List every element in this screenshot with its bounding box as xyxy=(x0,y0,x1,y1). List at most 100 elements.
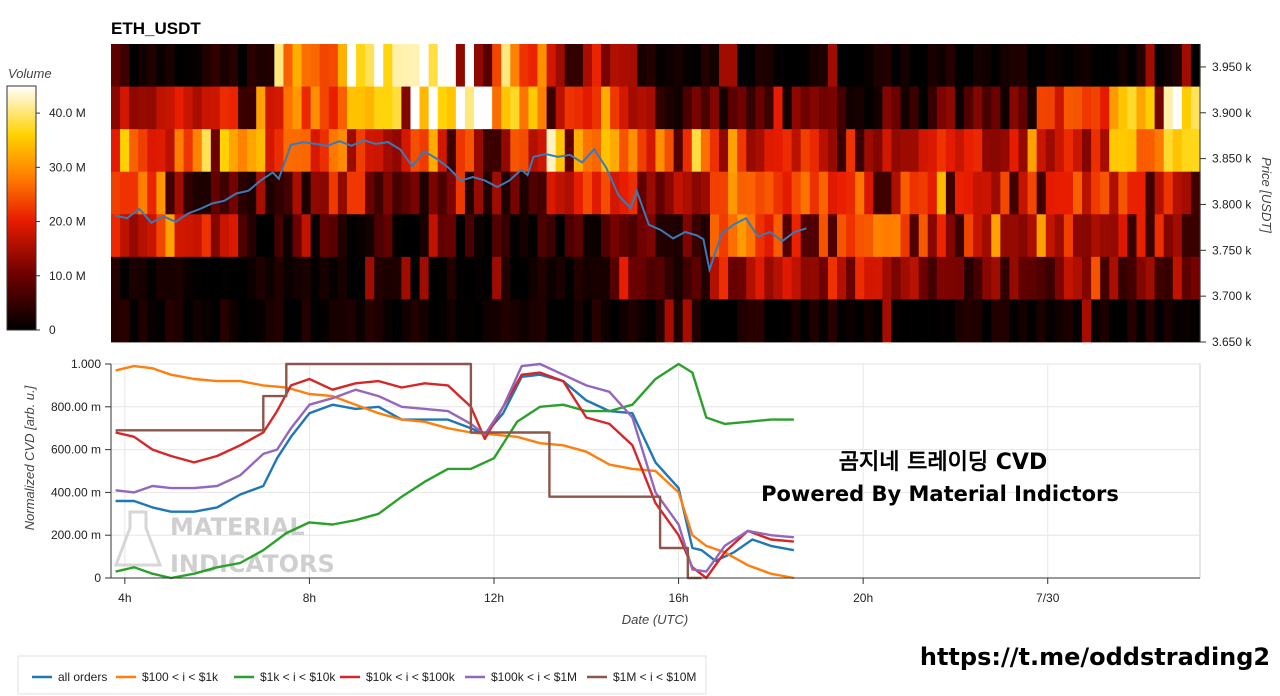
heatmap-cell xyxy=(319,86,330,130)
cvd-tick-label: 600.00 m xyxy=(51,443,101,457)
heatmap-cell xyxy=(292,256,303,300)
heatmap-cell xyxy=(165,299,176,343)
heatmap-cell xyxy=(365,214,375,258)
heatmap-cell xyxy=(591,86,602,130)
heatmap-cell xyxy=(365,44,375,87)
heatmap-cell xyxy=(528,256,539,300)
heatmap-cell xyxy=(909,256,920,300)
heatmap-cell xyxy=(855,129,865,173)
heatmap-cell xyxy=(737,129,747,173)
heatmap-cell xyxy=(165,171,176,215)
price-tick-label: 3.850 k xyxy=(1212,152,1252,166)
heatmap-cell xyxy=(238,44,248,87)
heatmap-cell xyxy=(646,299,657,343)
heatmap-cell xyxy=(746,299,756,343)
heatmap-cell xyxy=(1172,299,1183,343)
heatmap-cell xyxy=(1036,256,1047,300)
heatmap-cell xyxy=(573,214,584,258)
heatmap-cell xyxy=(455,86,466,130)
heatmap-cell xyxy=(591,214,602,258)
heatmap-cell xyxy=(120,299,130,343)
colorbar-tick-label: 10.0 M xyxy=(49,269,86,283)
heatmap-cell xyxy=(192,214,203,258)
heatmap-cell xyxy=(555,256,566,300)
heatmap-cell xyxy=(1172,214,1183,258)
heatmap-cell xyxy=(1000,214,1011,258)
heatmap-cell xyxy=(310,86,321,130)
heatmap-cell xyxy=(410,299,421,343)
heatmap-cell xyxy=(546,129,557,173)
heatmap-cell xyxy=(1009,171,1020,215)
heatmap-cell xyxy=(292,299,303,343)
heatmap-cell xyxy=(709,86,720,130)
heatmap-cell xyxy=(1118,171,1128,215)
heatmap-cell xyxy=(936,171,947,215)
heatmap-cell xyxy=(891,299,902,343)
heatmap-cell xyxy=(219,171,230,215)
heatmap-cell xyxy=(882,256,893,300)
heatmap-cell xyxy=(1009,86,1020,130)
heatmap-cell xyxy=(111,214,121,258)
colorbar-ticks: 40.0 M 30.0 M 20.0 M 10.0 M 0 xyxy=(36,106,86,337)
heatmap-cell xyxy=(528,44,539,87)
heatmap-cell xyxy=(973,129,983,173)
heatmap-cell xyxy=(782,256,793,300)
heatmap-cell xyxy=(864,299,874,343)
heatmap-cell xyxy=(891,214,902,258)
heatmap-cell xyxy=(383,86,393,130)
heatmap-cell xyxy=(1018,299,1029,343)
cvd-series-line-1 xyxy=(115,364,795,580)
heatmap-cell xyxy=(419,86,430,130)
heatmap-cell xyxy=(746,129,756,173)
heatmap-cell xyxy=(664,44,675,87)
heatmap-cell xyxy=(247,171,257,215)
heatmap-cell xyxy=(564,256,575,300)
heatmap-cell xyxy=(637,299,648,343)
heatmap-cell xyxy=(582,256,593,300)
heatmap-cell xyxy=(537,299,548,343)
heatmap-cell xyxy=(410,256,421,300)
heatmap-cell xyxy=(501,299,511,343)
heatmap-cell xyxy=(900,299,911,343)
heatmap-cell xyxy=(111,44,121,87)
heatmap-cell xyxy=(1018,44,1029,87)
heatmap-cell xyxy=(310,214,321,258)
heatmap-cell xyxy=(428,44,439,87)
heatmap-cell xyxy=(682,299,693,343)
heatmap-cell xyxy=(111,256,121,300)
heatmap-cell xyxy=(1009,44,1020,87)
heatmap-cell xyxy=(1163,44,1174,87)
heatmap-cell xyxy=(682,256,693,300)
heatmap-cell xyxy=(1054,129,1065,173)
heatmap-cell xyxy=(210,44,221,87)
heatmap-cell xyxy=(383,299,393,343)
heatmap-cell xyxy=(591,44,602,87)
heatmap-cell xyxy=(256,129,266,173)
heatmap-cell xyxy=(837,44,847,87)
heatmap-cell xyxy=(827,171,838,215)
heatmap-cell xyxy=(165,129,176,173)
price-tick-label: 3.950 k xyxy=(1212,60,1252,74)
heatmap-cell xyxy=(483,44,493,87)
heatmap-cell xyxy=(1063,256,1074,300)
heatmap-cell xyxy=(891,44,902,87)
heatmap-cell xyxy=(1082,86,1092,130)
heatmap-cell xyxy=(1190,129,1201,173)
heatmap-cell xyxy=(564,171,575,215)
heatmap-cell xyxy=(809,299,820,343)
heatmap-cell xyxy=(519,299,530,343)
heatmap-cell xyxy=(1072,214,1083,258)
heatmap-cell xyxy=(510,256,520,300)
heatmap-cell xyxy=(855,171,865,215)
heatmap-cell xyxy=(719,214,729,258)
heatmap-cell xyxy=(564,299,575,343)
heatmap-cell xyxy=(1118,86,1128,130)
heatmap-cell xyxy=(954,214,965,258)
heatmap-cell xyxy=(936,44,947,87)
heatmap-cell xyxy=(709,299,720,343)
heatmap-cell xyxy=(709,44,720,87)
heatmap-cell xyxy=(138,129,148,173)
heatmap-cell xyxy=(301,171,312,215)
heatmap-cell xyxy=(664,86,675,130)
heatmap-cell xyxy=(1145,256,1156,300)
